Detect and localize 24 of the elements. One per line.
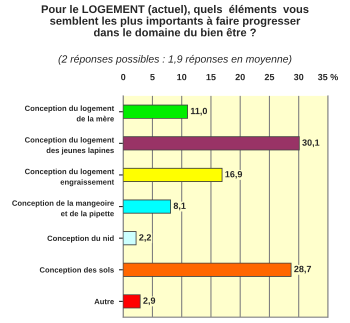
data-label: 16,9 [225, 170, 242, 179]
bar [123, 136, 300, 150]
x-tick-label: 10 [177, 74, 186, 80]
bar [123, 294, 141, 308]
bar [123, 231, 136, 246]
data-label: 11,0 [190, 108, 208, 116]
x-tick-label: 25 [264, 74, 274, 80]
data-label: 2,2 [139, 234, 152, 242]
data-label: 28,7 [294, 266, 312, 274]
data-label: 2,9 [143, 297, 156, 306]
bar [123, 262, 292, 277]
bar [123, 168, 222, 182]
x-tick-label: 35 % [318, 74, 338, 80]
bar [123, 104, 188, 119]
chart-title: Pour le LOGEMENT (actuel), quels éléments vous semblent les plus importants à faire progresser dans le domaine du bien être ? [42, 4, 309, 36]
bar [123, 200, 172, 214]
chart-subtitle: (2 réponses possibles : 1,9 réponses en moyenne) [58, 54, 292, 65]
x-tick-label: 0 [121, 74, 126, 80]
x-tick-label: 30 [294, 74, 304, 80]
data-label: 30,1 [302, 139, 320, 148]
x-tick-label: 5 [150, 74, 155, 80]
data-label: 8,1 [174, 202, 186, 210]
x-tick-label: 15 [206, 74, 216, 80]
x-tick-label: 20 [235, 74, 245, 80]
